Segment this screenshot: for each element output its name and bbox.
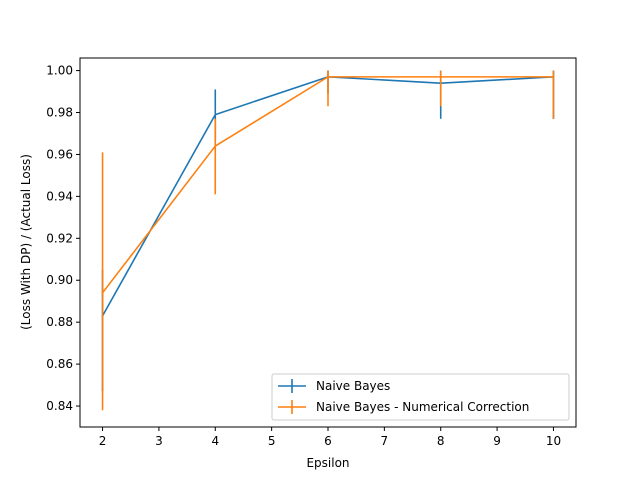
x-tick-label: 6 [324, 434, 332, 448]
x-tick-label: 8 [437, 434, 445, 448]
y-tick-label: 0.96 [46, 147, 73, 161]
x-tick-label: 2 [99, 434, 107, 448]
y-tick-label: 0.86 [46, 357, 73, 371]
legend-item: Naive Bayes [278, 379, 390, 393]
y-tick-label: 1.00 [46, 64, 73, 78]
y-tick-label: 0.98 [46, 106, 73, 120]
legend-label: Naive Bayes - Numerical Correction [316, 400, 529, 414]
plot-area [80, 58, 576, 427]
series-layer [101, 70, 555, 411]
x-tick-label: 5 [268, 434, 276, 448]
x-tick-label: 10 [546, 434, 561, 448]
x-axis-label: Epsilon [306, 456, 349, 470]
series-2 [101, 70, 555, 411]
legend: Naive Bayes Naive Bayes - Numerical Corre… [271, 373, 570, 421]
x-tick-label: 7 [381, 434, 389, 448]
y-tick-label: 0.94 [46, 189, 73, 203]
x-tick-label: 4 [211, 434, 219, 448]
series-line [101, 76, 554, 294]
y-axis-label: (Loss With DP) / (Actual Loss) [19, 154, 33, 330]
y-axis-ticks: 0.84 0.86 0.88 0.90 0.92 0.94 0.96 0.98 1.00 [46, 64, 80, 413]
y-tick-label: 0.84 [46, 399, 73, 413]
x-tick-label: 3 [155, 434, 163, 448]
legend-box [271, 373, 570, 421]
y-tick-label: 0.90 [46, 273, 73, 287]
y-tick-label: 0.88 [46, 315, 73, 329]
legend-item: Naive Bayes - Numerical Correction [278, 400, 529, 414]
legend-label: Naive Bayes [316, 379, 390, 393]
y-tick-label: 0.92 [46, 231, 73, 245]
x-axis-ticks: 2 3 4 5 6 7 8 9 10 [99, 427, 561, 448]
x-tick-label: 9 [493, 434, 501, 448]
legend-items: Naive Bayes Naive Bayes - Numerical Corre… [278, 379, 529, 414]
